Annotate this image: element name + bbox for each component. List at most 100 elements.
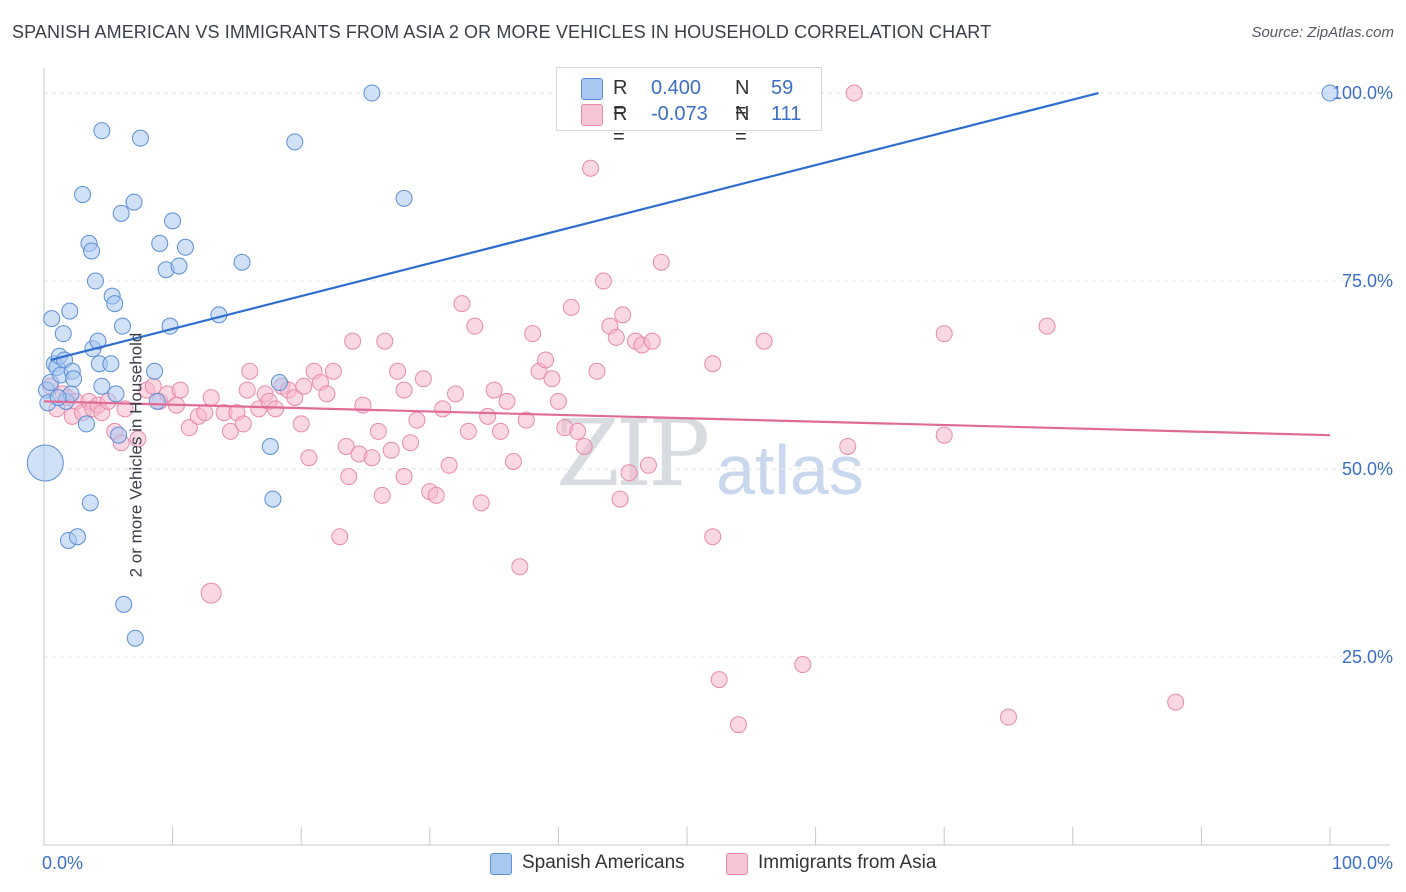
immigrant-asia-point	[459, 422, 477, 440]
immigrant-asia-point	[935, 325, 953, 343]
spanish-american-point	[68, 528, 86, 546]
immigrant-asia-point	[652, 253, 670, 271]
spanish-american-point	[83, 242, 101, 260]
immigrant-asia-point	[498, 392, 516, 410]
r-label: R =	[613, 77, 628, 122]
n-label: N =	[735, 103, 750, 148]
y-axis-label: 2 or more Vehicles in Household	[126, 332, 146, 578]
immigrant-asia-point	[331, 528, 349, 546]
spanish-american-point	[26, 444, 64, 482]
immigrant-asia-point	[295, 377, 313, 395]
immigrant-asia-point	[643, 332, 661, 350]
immigrant-asia-point	[935, 426, 953, 444]
n-value: 111	[771, 103, 802, 125]
immigrant-asia-point	[373, 486, 391, 504]
spanish-american-point	[146, 362, 164, 380]
immigrant-asia-point	[171, 381, 189, 399]
immigrant-asia-point	[594, 272, 612, 290]
immigrant-asia-point	[414, 370, 432, 388]
immigrant-asia-point	[562, 298, 580, 316]
spanish-american-point	[151, 234, 169, 252]
immigrant-asia-point	[196, 404, 214, 422]
blue-swatch	[490, 853, 512, 875]
immigrant-asia-point	[129, 430, 147, 448]
immigrant-asia-point	[569, 422, 587, 440]
immigrant-asia-point	[755, 332, 773, 350]
immigrant-asia-point	[363, 449, 381, 467]
immigrant-asia-point	[408, 411, 426, 429]
spanish-american-point	[363, 84, 381, 102]
immigrant-asia-point	[434, 400, 452, 418]
spanish-american-point	[264, 490, 282, 508]
chart-title: SPANISH AMERICAN VS IMMIGRANTS FROM ASIA…	[12, 22, 992, 42]
spanish-american-point	[54, 325, 72, 343]
blue-swatch	[581, 78, 603, 100]
immigrant-asia-point	[395, 468, 413, 486]
immigrant-asia-point	[794, 656, 812, 674]
immigrant-asia-point	[1167, 693, 1185, 711]
immigrant-asia-trend-line	[43, 400, 1331, 437]
immigrant-asia-point	[382, 441, 400, 459]
spanish-american-point	[125, 193, 143, 211]
immigrant-asia-point	[845, 84, 863, 102]
spanish-american-point	[164, 212, 182, 230]
y-tick-label: 75.0%	[1342, 271, 1393, 291]
y-tick-label: 25.0%	[1342, 647, 1393, 667]
immigrant-asia-point	[234, 415, 252, 433]
spanish-american-point	[77, 415, 95, 433]
immigrant-asia-point	[704, 528, 722, 546]
spanish-american-point	[112, 204, 130, 222]
spanish-american-point	[89, 332, 107, 350]
immigrant-asia-point	[1038, 317, 1056, 335]
n-label: N =	[735, 77, 750, 122]
immigrant-asia-point	[402, 434, 420, 452]
immigrant-asia-point	[238, 381, 256, 399]
immigrant-asia-point	[144, 377, 162, 395]
n-value: 59	[771, 77, 794, 99]
spanish-american-point	[49, 389, 67, 407]
immigrant-asia-point	[116, 400, 134, 418]
spanish-american-point	[113, 317, 131, 335]
immigrant-asia-point	[180, 419, 198, 437]
immigrant-asia-point	[324, 362, 342, 380]
legend-label: Immigrants from Asia	[758, 852, 937, 873]
immigrant-asia-point	[241, 362, 259, 380]
immigrant-asia-point	[453, 295, 471, 313]
immigrant-asia-point	[286, 389, 304, 407]
immigrant-asia-point	[395, 381, 413, 399]
immigrant-asia-point	[440, 456, 458, 474]
pink-swatch	[726, 853, 748, 875]
stats-legend: R = 0.400 N = 59 R = -0.073 N = 111	[556, 67, 822, 148]
immigrant-asia-point	[839, 437, 857, 455]
immigrant-asia-point	[549, 392, 567, 410]
spanish-american-point	[86, 272, 104, 290]
spanish-american-point	[286, 133, 304, 151]
immigrant-asia-point	[221, 422, 239, 440]
y-tick-label: 50.0%	[1342, 459, 1393, 479]
immigrant-asia-point	[427, 486, 445, 504]
r-value: 0.400	[651, 77, 702, 99]
spanish-american-point	[233, 253, 251, 271]
immigrant-asia-point	[447, 385, 465, 403]
immigrant-asia-point	[582, 159, 600, 177]
immigrant-asia-point	[466, 317, 484, 335]
spanish-american-point	[395, 189, 413, 207]
spanish-american-point	[93, 122, 111, 140]
spanish-american-point	[102, 355, 120, 373]
immigrant-asia-point	[300, 449, 318, 467]
immigrant-asia-point	[543, 370, 561, 388]
immigrant-asia-point	[389, 362, 407, 380]
immigrant-asia-point	[200, 582, 222, 604]
spanish-american-point	[1321, 84, 1339, 102]
immigrant-asia-point	[472, 494, 490, 512]
spanish-american-point	[270, 374, 288, 392]
r-value: -0.073	[651, 103, 708, 125]
immigrant-asia-point	[524, 325, 542, 343]
spanish-american-point	[74, 186, 92, 204]
spanish-american-point	[115, 595, 133, 613]
immigrant-asia-point	[376, 332, 394, 350]
immigrant-asia-point	[639, 456, 657, 474]
immigrant-asia-point	[344, 332, 362, 350]
immigrant-asia-point	[704, 355, 722, 373]
